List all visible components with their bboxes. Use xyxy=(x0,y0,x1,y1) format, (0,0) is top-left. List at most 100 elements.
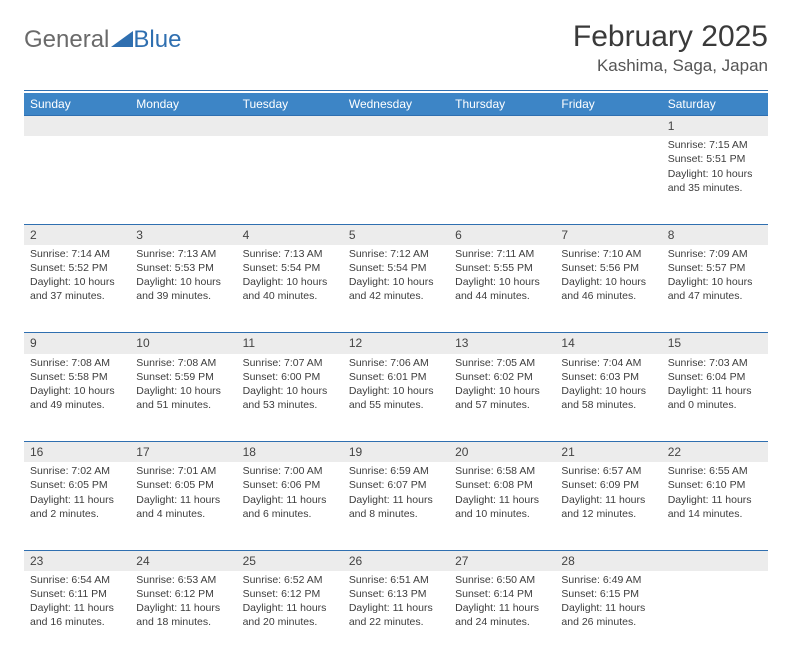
day-number xyxy=(449,116,555,137)
sunset-line: Sunset: 5:54 PM xyxy=(243,261,337,275)
day-number: 22 xyxy=(662,442,768,463)
sunset-line: Sunset: 6:06 PM xyxy=(243,478,337,492)
day-number: 16 xyxy=(24,442,130,463)
day-number xyxy=(130,116,236,137)
day-number: 4 xyxy=(237,224,343,245)
daylight-line: Daylight: 11 hours and 20 minutes. xyxy=(243,601,337,629)
daylight-line: Daylight: 11 hours and 26 minutes. xyxy=(561,601,655,629)
sunset-line: Sunset: 6:15 PM xyxy=(561,587,655,601)
day-number: 1 xyxy=(662,116,768,137)
sunset-line: Sunset: 5:56 PM xyxy=(561,261,655,275)
day-cell xyxy=(24,136,130,224)
sunrise-line: Sunrise: 7:05 AM xyxy=(455,356,549,370)
day-cell: Sunrise: 6:52 AMSunset: 6:12 PMDaylight:… xyxy=(237,571,343,659)
sunrise-line: Sunrise: 7:09 AM xyxy=(668,247,762,261)
col-friday: Friday xyxy=(555,93,661,116)
sunrise-line: Sunrise: 6:49 AM xyxy=(561,573,655,587)
day-cell: Sunrise: 7:13 AMSunset: 5:54 PMDaylight:… xyxy=(237,245,343,333)
sunrise-line: Sunrise: 7:07 AM xyxy=(243,356,337,370)
day-cell: Sunrise: 6:49 AMSunset: 6:15 PMDaylight:… xyxy=(555,571,661,659)
day-number: 27 xyxy=(449,550,555,571)
calendar-table: Sunday Monday Tuesday Wednesday Thursday… xyxy=(24,93,768,659)
day-cell: Sunrise: 6:51 AMSunset: 6:13 PMDaylight:… xyxy=(343,571,449,659)
daylight-line: Daylight: 10 hours and 42 minutes. xyxy=(349,275,443,303)
sunrise-line: Sunrise: 7:01 AM xyxy=(136,464,230,478)
daylight-line: Daylight: 10 hours and 44 minutes. xyxy=(455,275,549,303)
col-thursday: Thursday xyxy=(449,93,555,116)
daylight-line: Daylight: 11 hours and 12 minutes. xyxy=(561,493,655,521)
brand-logo: General Blue xyxy=(24,26,181,54)
sunset-line: Sunset: 6:14 PM xyxy=(455,587,549,601)
title-block: February 2025 Kashima, Saga, Japan xyxy=(573,20,768,76)
sunset-line: Sunset: 6:12 PM xyxy=(136,587,230,601)
day-number: 5 xyxy=(343,224,449,245)
sunrise-line: Sunrise: 6:53 AM xyxy=(136,573,230,587)
daylight-line: Daylight: 11 hours and 24 minutes. xyxy=(455,601,549,629)
day-cell: Sunrise: 7:08 AMSunset: 5:59 PMDaylight:… xyxy=(130,354,236,442)
sunset-line: Sunset: 5:57 PM xyxy=(668,261,762,275)
sunrise-line: Sunrise: 7:08 AM xyxy=(30,356,124,370)
sunrise-line: Sunrise: 7:13 AM xyxy=(136,247,230,261)
day-number: 19 xyxy=(343,442,449,463)
sunrise-line: Sunrise: 7:02 AM xyxy=(30,464,124,478)
location: Kashima, Saga, Japan xyxy=(573,56,768,76)
weekday-header-row: Sunday Monday Tuesday Wednesday Thursday… xyxy=(24,93,768,116)
day-number: 15 xyxy=(662,333,768,354)
day-cell: Sunrise: 7:11 AMSunset: 5:55 PMDaylight:… xyxy=(449,245,555,333)
day-cell xyxy=(343,136,449,224)
sunrise-line: Sunrise: 7:11 AM xyxy=(455,247,549,261)
sunset-line: Sunset: 6:04 PM xyxy=(668,370,762,384)
sunrise-line: Sunrise: 7:12 AM xyxy=(349,247,443,261)
sunset-line: Sunset: 6:11 PM xyxy=(30,587,124,601)
day-cell: Sunrise: 7:07 AMSunset: 6:00 PMDaylight:… xyxy=(237,354,343,442)
day-cell xyxy=(555,136,661,224)
sunset-line: Sunset: 6:12 PM xyxy=(243,587,337,601)
daylight-line: Daylight: 10 hours and 49 minutes. xyxy=(30,384,124,412)
daynum-row: 16171819202122 xyxy=(24,442,768,463)
daylight-line: Daylight: 11 hours and 4 minutes. xyxy=(136,493,230,521)
daylight-line: Daylight: 10 hours and 57 minutes. xyxy=(455,384,549,412)
day-cell: Sunrise: 7:02 AMSunset: 6:05 PMDaylight:… xyxy=(24,462,130,550)
day-cell: Sunrise: 6:57 AMSunset: 6:09 PMDaylight:… xyxy=(555,462,661,550)
sunrise-line: Sunrise: 7:00 AM xyxy=(243,464,337,478)
sunrise-line: Sunrise: 7:14 AM xyxy=(30,247,124,261)
sunrise-line: Sunrise: 7:13 AM xyxy=(243,247,337,261)
day-cell: Sunrise: 7:01 AMSunset: 6:05 PMDaylight:… xyxy=(130,462,236,550)
day-number: 26 xyxy=(343,550,449,571)
sunrise-line: Sunrise: 6:50 AM xyxy=(455,573,549,587)
day-cell xyxy=(662,571,768,659)
sunrise-line: Sunrise: 6:54 AM xyxy=(30,573,124,587)
daylight-line: Daylight: 11 hours and 16 minutes. xyxy=(30,601,124,629)
header: General Blue February 2025 Kashima, Saga… xyxy=(24,20,768,76)
week-row: Sunrise: 6:54 AMSunset: 6:11 PMDaylight:… xyxy=(24,571,768,659)
sunset-line: Sunset: 6:09 PM xyxy=(561,478,655,492)
sunset-line: Sunset: 5:53 PM xyxy=(136,261,230,275)
day-cell xyxy=(237,136,343,224)
brand-blue: Blue xyxy=(133,26,181,54)
daylight-line: Daylight: 11 hours and 10 minutes. xyxy=(455,493,549,521)
col-wednesday: Wednesday xyxy=(343,93,449,116)
sunrise-line: Sunrise: 6:55 AM xyxy=(668,464,762,478)
day-number xyxy=(237,116,343,137)
sunset-line: Sunset: 6:08 PM xyxy=(455,478,549,492)
sunrise-line: Sunrise: 6:59 AM xyxy=(349,464,443,478)
daylight-line: Daylight: 10 hours and 53 minutes. xyxy=(243,384,337,412)
brand-general: General xyxy=(24,26,109,54)
day-number: 10 xyxy=(130,333,236,354)
day-cell: Sunrise: 7:00 AMSunset: 6:06 PMDaylight:… xyxy=(237,462,343,550)
day-number: 9 xyxy=(24,333,130,354)
day-cell: Sunrise: 6:59 AMSunset: 6:07 PMDaylight:… xyxy=(343,462,449,550)
day-cell: Sunrise: 7:09 AMSunset: 5:57 PMDaylight:… xyxy=(662,245,768,333)
day-number xyxy=(662,550,768,571)
daylight-line: Daylight: 10 hours and 37 minutes. xyxy=(30,275,124,303)
day-cell: Sunrise: 6:58 AMSunset: 6:08 PMDaylight:… xyxy=(449,462,555,550)
day-number: 13 xyxy=(449,333,555,354)
sunrise-line: Sunrise: 7:03 AM xyxy=(668,356,762,370)
divider xyxy=(24,90,768,91)
day-cell: Sunrise: 7:13 AMSunset: 5:53 PMDaylight:… xyxy=(130,245,236,333)
daylight-line: Daylight: 11 hours and 8 minutes. xyxy=(349,493,443,521)
sunset-line: Sunset: 6:00 PM xyxy=(243,370,337,384)
day-number: 3 xyxy=(130,224,236,245)
day-number: 7 xyxy=(555,224,661,245)
daylight-line: Daylight: 11 hours and 0 minutes. xyxy=(668,384,762,412)
